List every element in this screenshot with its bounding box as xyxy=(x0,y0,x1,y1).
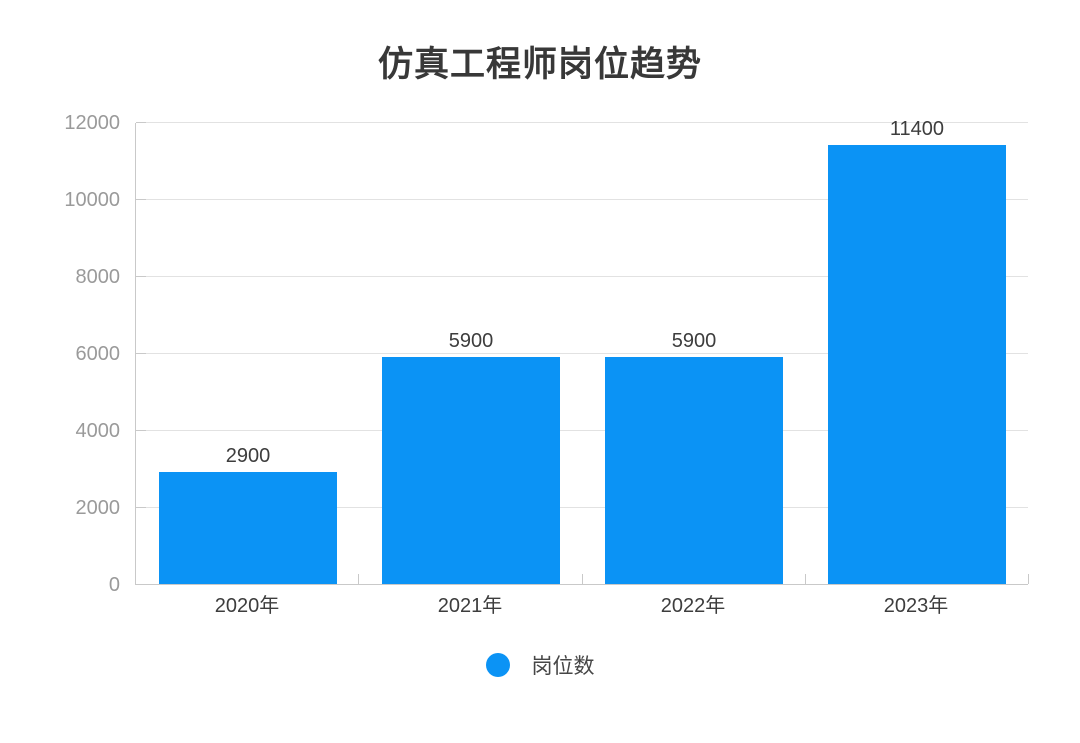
y-axis-tick xyxy=(136,430,146,431)
bar-value-label: 5900 xyxy=(671,330,717,352)
x-axis-tick xyxy=(358,574,359,584)
y-axis-label: 2000 xyxy=(75,497,121,519)
legend-item[interactable]: 岗位数 xyxy=(0,650,1080,680)
x-axis-tick xyxy=(1028,574,1029,584)
gridline xyxy=(136,353,1028,354)
y-axis-label: 0 xyxy=(108,574,120,596)
gridline xyxy=(136,276,1028,277)
gridline xyxy=(136,122,1028,123)
bar-value-label: 5900 xyxy=(448,330,494,352)
plot-area: 2900 5900 5900 11400 xyxy=(135,118,1029,585)
x-axis-label: 2023年 xyxy=(883,595,949,617)
gridline xyxy=(136,507,1028,508)
x-axis-label: 2021年 xyxy=(437,595,503,617)
y-axis-tick xyxy=(136,199,146,200)
gridline xyxy=(136,430,1028,431)
bar-2020年[interactable] xyxy=(159,472,337,584)
y-axis-tick xyxy=(136,276,146,277)
x-axis-tick xyxy=(582,574,583,584)
x-axis-tick xyxy=(805,574,806,584)
legend-circle-swatch xyxy=(485,653,510,677)
bar-value-label: 2900 xyxy=(225,445,271,467)
bar-value-label: 11400 xyxy=(889,118,945,140)
x-axis-label: 2022年 xyxy=(660,595,726,617)
bar-2022年[interactable] xyxy=(605,357,783,584)
chart-title: 仿真工程师岗位趋势 xyxy=(377,45,702,84)
y-axis-label: 4000 xyxy=(75,420,121,442)
bar-2021年[interactable] xyxy=(382,357,560,584)
legend-label: 岗位数 xyxy=(531,655,595,678)
x-axis-label: 2020年 xyxy=(214,595,280,617)
y-axis-tick xyxy=(136,122,146,123)
y-axis-tick xyxy=(136,353,146,354)
y-axis-label: 12000 xyxy=(64,112,120,134)
y-axis-label: 6000 xyxy=(75,343,121,365)
y-axis-label: 8000 xyxy=(75,266,121,288)
bar-2023年[interactable] xyxy=(828,145,1006,584)
y-axis-tick xyxy=(136,507,146,508)
gridline xyxy=(136,199,1028,200)
y-axis-label: 10000 xyxy=(64,189,120,211)
